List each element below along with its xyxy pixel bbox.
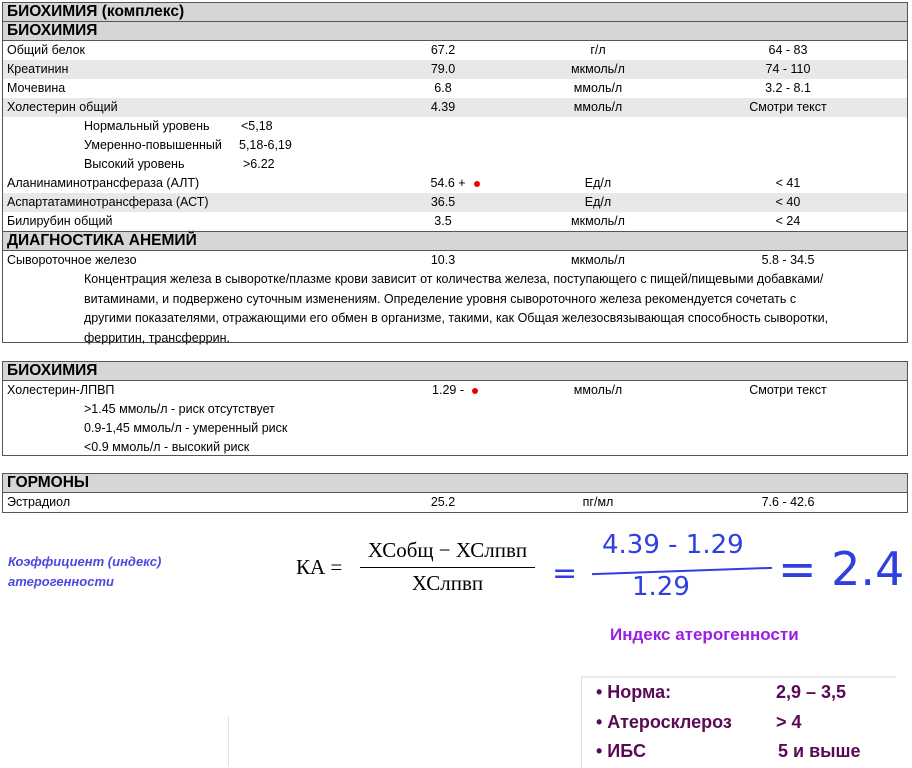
test-unit: Ед/л	[584, 176, 612, 190]
test-name: Эстрадиол	[7, 495, 71, 509]
test-name: Аланинаминотрансфераза (АЛТ)	[7, 176, 200, 190]
value-text: 54.6 +	[430, 176, 466, 190]
test-name: Креатинин	[7, 62, 69, 76]
chol-level: Нормальный уровень <5,18	[3, 117, 907, 136]
index-title: Индекс атерогенности	[610, 625, 799, 644]
test-name: Мочевина	[7, 81, 66, 95]
iron-note: Концентрация железа в сыворотке/плазме к…	[84, 272, 829, 345]
test-unit: пг/мл	[582, 495, 614, 509]
hw-numerator: 4.39 - 1.29	[602, 530, 744, 560]
section-header: БИОХИМИЯ	[3, 22, 907, 41]
test-value: 54.6 +	[395, 174, 515, 193]
test-name: Билирубин общий	[7, 214, 113, 228]
abnormal-dot-icon	[471, 387, 478, 394]
table-row: Эстрадиол 25.2 пг/мл 7.6 - 42.6	[3, 493, 907, 512]
risk-text: >1.45 ммоль/л - риск отсутствует	[84, 402, 275, 416]
table-row: Сывороточное железо 10.3 мкмоль/л 5.8 - 34.…	[3, 251, 907, 270]
test-value: 4.39	[430, 100, 456, 114]
test-unit: мкмоль/л	[571, 253, 625, 267]
risk-note: 0.9-1,45 ммоль/л - умеренный риск	[3, 419, 907, 438]
test-value: 67.2	[430, 43, 456, 57]
test-value: 3.5	[434, 214, 452, 228]
test-value: 1.29 -	[395, 381, 515, 400]
index-value: 5 и выше	[778, 741, 861, 761]
formula-denominator: ХСлпвп	[411, 571, 484, 595]
test-ref: Смотри текст	[749, 100, 827, 114]
table-row: Креатинин 79.0 мкмоль/л 74 - 110	[3, 60, 907, 79]
table-row: Холестерин-ЛПВП 1.29 - ммоль/л Смотри текст	[3, 381, 907, 400]
test-name: Аспартатаминотрансфераза (АСТ)	[7, 195, 209, 209]
test-value: 10.3	[430, 253, 456, 267]
formula-numerator: ХСобщ − ХСлпвп	[367, 538, 528, 562]
biochemistry-complex-block: БИОХИМИЯ (комплекс) БИОХИМИЯ Общий белок…	[2, 2, 908, 345]
test-ref: Смотри текст	[749, 383, 827, 397]
level-label: Нормальный уровень	[84, 119, 210, 133]
level-label: Высокий уровень	[84, 157, 185, 171]
table-row: Мочевина 6.8 ммоль/л 3.2 - 8.1	[3, 79, 907, 98]
chol-level: Высокий уровень >6.22	[3, 155, 907, 174]
test-ref: 3.2 - 8.1	[765, 81, 811, 95]
level-value: >6.22	[243, 157, 275, 171]
atherogenic-label: Коэффициент (индекс) атерогенности	[8, 554, 162, 589]
test-ref: 74 - 110	[765, 62, 811, 76]
level-label: Умеренно-повышенный	[84, 138, 222, 152]
formula-lhs: КА =	[296, 555, 343, 579]
risk-text: 0.9-1,45 ммоль/л - умеренный риск	[84, 421, 288, 435]
table-row: Аланинаминотрансфераза (АЛТ) 54.6 + Ед/л < …	[3, 174, 907, 193]
test-ref: 5.8 - 34.5	[761, 253, 815, 267]
value-text: 1.29 -	[432, 383, 464, 397]
index-table: • Норма: 2,9 – 3,5 • Атеросклероз > 4 • ИБ…	[581, 676, 896, 768]
table-row: Аспартатаминотрансфераза (АСТ) 36.5 Ед/л < …	[3, 193, 907, 212]
index-value: > 4	[776, 712, 802, 732]
test-name: Холестерин общий	[7, 100, 118, 114]
index-label: • Норма:	[596, 682, 672, 702]
table-row: Холестерин общий 4.39 ммоль/л Смотри текст	[3, 98, 907, 117]
chol-level: Умеренно-повышенный 5,18-6,19	[3, 136, 907, 155]
section-header: БИОХИМИЯ	[3, 362, 907, 381]
divider	[228, 716, 229, 766]
index-label: • Атеросклероз	[596, 712, 732, 732]
abnormal-dot-icon	[473, 180, 480, 187]
hdl-block: БИОХИМИЯ Холестерин-ЛПВП 1.29 - ммоль/л Смо…	[2, 361, 908, 456]
test-name: Общий белок	[7, 43, 86, 57]
test-ref: 7.6 - 42.6	[761, 495, 815, 509]
index-label: • ИБС	[596, 741, 646, 761]
test-ref: 64 - 83	[768, 43, 808, 57]
level-value: 5,18-6,19	[239, 138, 292, 152]
test-name: Сывороточное железо	[7, 253, 137, 267]
index-value: 2,9 – 3,5	[776, 682, 847, 702]
section-header: ГОРМОНЫ	[3, 474, 907, 493]
section-header: ДИАГНОСТИКА АНЕМИЙ	[3, 232, 907, 251]
block-title: БИОХИМИЯ (комплекс)	[3, 3, 907, 22]
hw-result: = 2.4	[778, 542, 905, 596]
risk-text: <0.9 ммоль/л - высокий риск	[84, 440, 250, 454]
test-unit: мкмоль/л	[571, 62, 625, 76]
test-value: 25.2	[430, 495, 456, 509]
test-unit: г/л	[590, 43, 606, 57]
table-row: Общий белок 67.2 г/л 64 - 83	[3, 41, 907, 60]
test-value: 79.0	[430, 62, 456, 76]
risk-note: <0.9 ммоль/л - высокий риск	[3, 438, 907, 457]
hormones-block: ГОРМОНЫ Эстрадиол 25.2 пг/мл 7.6 - 42.6	[2, 473, 908, 513]
level-value: <5,18	[241, 119, 273, 133]
test-value: 36.5	[430, 195, 456, 209]
test-ref: < 41	[775, 176, 801, 190]
test-name: Холестерин-ЛПВП	[7, 383, 115, 397]
test-ref: < 24	[775, 214, 801, 228]
test-unit: Ед/л	[584, 195, 612, 209]
test-unit: ммоль/л	[573, 100, 623, 114]
test-value: 6.8	[434, 81, 452, 95]
test-ref: < 40	[775, 195, 801, 209]
table-row: Билирубин общий 3.5 мкмоль/л < 24	[3, 212, 907, 232]
risk-note: >1.45 ммоль/л - риск отсутствует	[3, 400, 907, 419]
hw-equals: =	[552, 556, 578, 591]
fraction-line	[360, 567, 535, 568]
test-unit: ммоль/л	[573, 81, 623, 95]
hw-denominator: 1.29	[632, 572, 690, 602]
test-unit: мкмоль/л	[571, 214, 625, 228]
test-unit: ммоль/л	[573, 383, 623, 397]
